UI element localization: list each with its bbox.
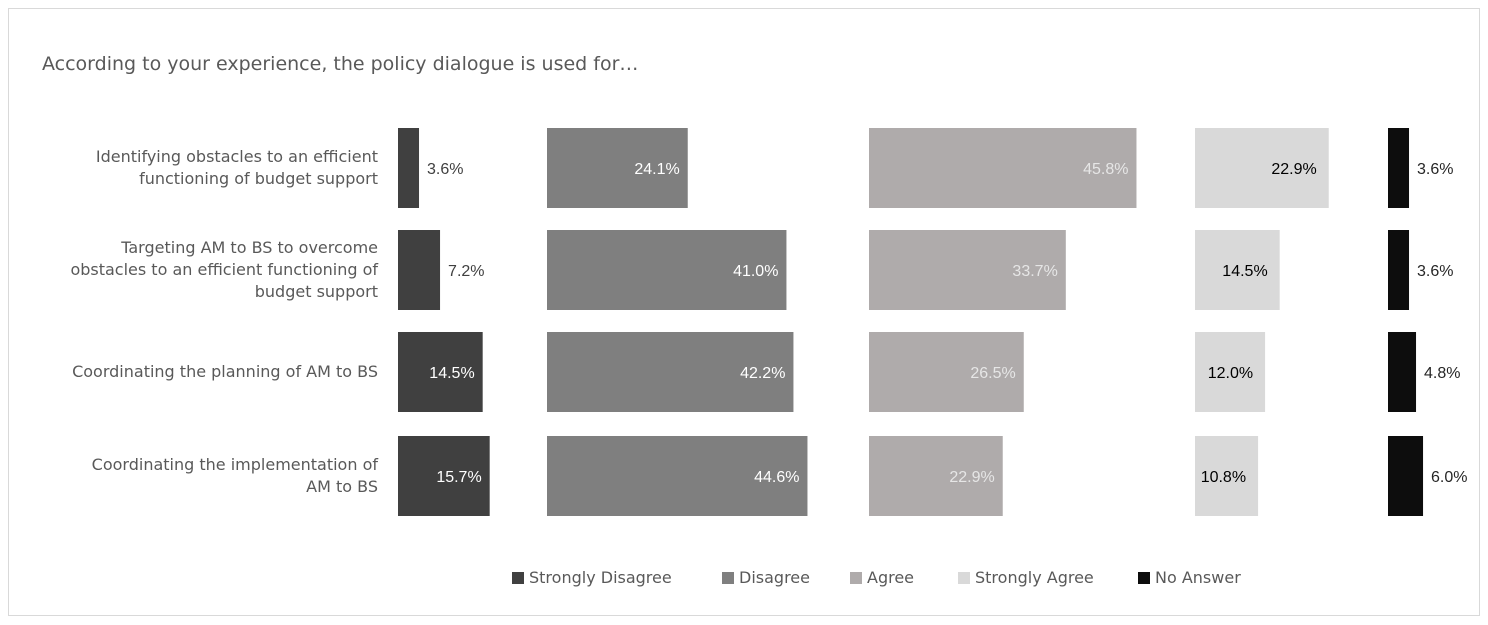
category-label: Coordinating the planning of AM to BS [72,362,378,381]
legend-swatch [850,572,862,584]
data-label: 14.5% [429,365,474,382]
bar-disagree [547,230,787,310]
legend: Strongly Disagree Disagree Agree Strongly A… [512,568,1241,587]
bar-no-answer [1388,436,1424,516]
data-label: 6.0% [1431,469,1467,486]
category-label: Targeting AM to BS to overcome [120,238,378,257]
legend-swatch [512,572,524,584]
data-label: 12.0% [1208,365,1253,382]
legend-label: No Answer [1155,568,1241,587]
data-label: 14.5% [1222,263,1267,280]
data-label: 44.6% [754,469,799,486]
bar-strongly-disagree [398,230,441,310]
bar-strongly-agree [1195,128,1329,208]
legend-label: Strongly Agree [975,568,1094,587]
data-label: 45.8% [1083,161,1128,178]
bar-disagree [547,128,688,208]
bar-strongly-disagree [398,436,490,516]
bar-agree [869,128,1137,208]
category-labels: Identifying obstacles to an efficient fun… [70,147,378,496]
bar-agree [869,230,1066,310]
category-label: Coordinating the implementation of [92,455,379,474]
data-label: 3.6% [1417,263,1453,280]
bar-strongly-agree [1195,332,1266,412]
data-label: 33.7% [1012,263,1057,280]
bar-strongly-agree [1195,436,1259,516]
data-label: 22.9% [1271,161,1316,178]
data-label: 7.2% [448,263,484,280]
bar-agree [869,436,1003,516]
category-label: obstacles to an efficient functioning of [70,260,378,279]
legend-swatch [1138,572,1150,584]
data-labels: 3.6% 7.2% 14.5% 15.7% 24.1% 41.0% 42.2% 44.6% 45… [427,161,1467,486]
legend-swatch [722,572,734,584]
category-label: Identifying obstacles to an efficient [96,147,378,166]
data-label: 15.7% [436,469,481,486]
bar-disagree [547,332,794,412]
data-label: 3.6% [1417,161,1453,178]
data-label: 41.0% [733,263,778,280]
legend-swatch [958,572,970,584]
bar-no-answer [1388,332,1417,412]
data-label: 22.9% [949,469,994,486]
legend-label: Strongly Disagree [529,568,672,587]
category-label: AM to BS [306,477,378,496]
bar-no-answer [1388,230,1410,310]
legend-label: Disagree [739,568,810,587]
data-label: 3.6% [427,161,463,178]
bar-strongly-disagree [398,128,420,208]
bar-agree [869,332,1024,412]
category-label: functioning of budget support [139,169,378,188]
bar-no-answer [1388,128,1410,208]
data-label: 42.2% [740,365,785,382]
legend-label: Agree [867,568,914,587]
chart-title: According to your experience, the policy… [42,53,639,75]
category-label: budget support [255,282,378,301]
bar-strongly-disagree [398,332,483,412]
data-label: 26.5% [970,365,1015,382]
data-label: 4.8% [1424,365,1460,382]
data-label: 24.1% [634,161,679,178]
bar-strongly-agree [1195,230,1280,310]
bar-marks [398,128,1424,516]
data-label: 10.8% [1201,469,1246,486]
bar-disagree [547,436,808,516]
